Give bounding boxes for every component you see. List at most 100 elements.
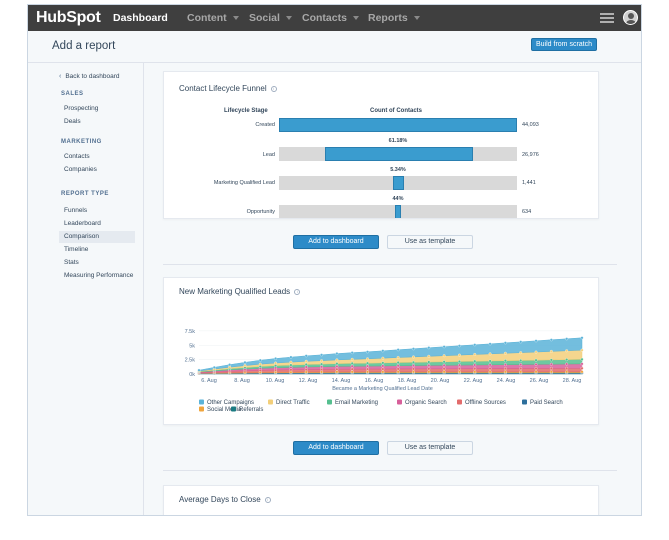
data-point bbox=[335, 358, 339, 362]
data-point bbox=[442, 345, 446, 349]
data-point bbox=[304, 365, 308, 369]
data-point bbox=[289, 363, 293, 367]
data-point bbox=[519, 359, 523, 362]
data-point bbox=[565, 349, 569, 353]
sidebar-item-contacts[interactable]: Contacts bbox=[64, 153, 90, 160]
sidebar-item-deals[interactable]: Deals bbox=[64, 118, 81, 125]
data-point bbox=[565, 370, 569, 374]
x-tick-label: 22. Aug bbox=[464, 378, 483, 384]
info-icon[interactable]: i bbox=[294, 289, 301, 295]
sidebar-item-stats[interactable]: Stats bbox=[64, 259, 79, 266]
y-tick-label: 2.5k bbox=[185, 358, 196, 364]
data-point bbox=[457, 360, 461, 363]
data-point bbox=[534, 366, 538, 370]
funnel-card: Contact Lifecycle Funnel i Lifecycle Stag… bbox=[163, 71, 599, 219]
nav-social[interactable]: Social bbox=[249, 12, 292, 24]
data-point bbox=[442, 354, 446, 358]
data-point bbox=[304, 363, 308, 366]
data-point bbox=[442, 363, 446, 367]
back-link-label: Back to dashboard bbox=[65, 73, 120, 80]
data-point bbox=[289, 355, 293, 359]
data-point bbox=[549, 358, 553, 362]
hubspot-logo[interactable]: HubSpot bbox=[36, 9, 101, 26]
nav-social-label: Social bbox=[249, 12, 280, 24]
sidebar-heading-sales: SALES bbox=[61, 91, 84, 97]
data-point bbox=[243, 364, 247, 368]
data-point bbox=[457, 353, 461, 357]
add-to-dashboard-button[interactable]: Add to dashboard bbox=[293, 441, 379, 455]
data-point bbox=[519, 340, 523, 344]
data-point bbox=[320, 365, 324, 369]
sidebar-heading-marketing: MARKETING bbox=[61, 139, 102, 145]
data-point bbox=[289, 368, 293, 372]
nav-dashboard-label: Dashboard bbox=[113, 12, 168, 24]
y-tick-label: 5k bbox=[189, 343, 195, 349]
sidebar-item-leaderboard[interactable]: Leaderboard bbox=[64, 220, 101, 227]
info-icon[interactable]: i bbox=[264, 497, 271, 503]
data-point bbox=[274, 364, 278, 368]
data-point bbox=[457, 367, 461, 371]
data-point bbox=[381, 361, 385, 365]
column-header-count: Count of Contacts bbox=[370, 108, 422, 114]
data-point bbox=[427, 346, 431, 350]
use-as-template-button[interactable]: Use as template bbox=[387, 235, 473, 249]
sidebar-item-timeline[interactable]: Timeline bbox=[64, 246, 89, 253]
funnel-stage-label: Opportunity bbox=[246, 209, 275, 215]
data-point bbox=[534, 358, 538, 362]
legend-swatch bbox=[231, 406, 236, 412]
chevron-down-icon bbox=[413, 16, 420, 20]
data-point bbox=[580, 336, 584, 340]
data-point bbox=[304, 359, 308, 363]
nav-contacts[interactable]: Contacts bbox=[302, 12, 359, 24]
data-point bbox=[320, 370, 324, 374]
data-point bbox=[366, 370, 369, 374]
main-content: Contact Lifecycle Funnel i Lifecycle Stag… bbox=[145, 63, 641, 515]
x-tick-label: 26. Aug bbox=[530, 378, 549, 384]
data-point bbox=[534, 350, 538, 354]
data-point bbox=[304, 354, 308, 358]
add-to-dashboard-button[interactable]: Add to dashboard bbox=[293, 235, 379, 249]
data-point bbox=[427, 363, 431, 367]
legend-label: Offline Sources bbox=[465, 400, 506, 406]
x-tick-label: 8. Aug bbox=[234, 378, 250, 384]
data-point bbox=[350, 361, 354, 365]
data-point bbox=[335, 364, 339, 368]
data-point bbox=[335, 367, 339, 371]
data-point bbox=[519, 367, 523, 370]
sidebar-item-companies[interactable]: Companies bbox=[64, 166, 97, 173]
legend-label: Referrals bbox=[239, 407, 263, 413]
data-point bbox=[366, 364, 369, 368]
data-point bbox=[228, 365, 232, 369]
chevron-down-icon bbox=[232, 16, 239, 20]
sidebar-item-funnels[interactable]: Funnels bbox=[64, 207, 88, 214]
funnel-count: 44,093 bbox=[522, 122, 539, 128]
sidebar-item-prospecting[interactable]: Prospecting bbox=[64, 105, 99, 112]
legend-label: Paid Search bbox=[530, 400, 563, 406]
chevron-down-icon bbox=[352, 16, 359, 20]
data-point bbox=[396, 361, 400, 365]
build-from-scratch-button[interactable]: Build from scratch bbox=[531, 38, 597, 51]
data-point bbox=[274, 361, 278, 365]
sidebar-item-measuring-performance[interactable]: Measuring Performance bbox=[64, 272, 134, 279]
info-icon[interactable]: i bbox=[270, 86, 277, 92]
hamburger-menu-icon[interactable] bbox=[600, 13, 614, 23]
use-as-template-button[interactable]: Use as template bbox=[387, 441, 473, 455]
avatar[interactable] bbox=[623, 10, 638, 25]
back-to-dashboard-link[interactable]: ‹ Back to dashboard bbox=[59, 73, 120, 80]
data-point bbox=[503, 341, 507, 345]
data-point bbox=[289, 360, 293, 364]
sidebar-item-comparison[interactable]: Comparison bbox=[59, 231, 135, 243]
legend-swatch bbox=[327, 399, 332, 405]
nav-dashboard[interactable]: Dashboard bbox=[113, 12, 168, 24]
nav-reports[interactable]: Reports bbox=[368, 12, 420, 24]
data-point bbox=[381, 364, 385, 368]
data-point bbox=[457, 344, 461, 348]
x-tick-label: 14. Aug bbox=[332, 378, 351, 384]
data-point bbox=[274, 357, 278, 360]
app-window: HubSpot Dashboard Content Social Contact… bbox=[27, 4, 642, 516]
data-point bbox=[488, 367, 492, 371]
data-point bbox=[473, 370, 477, 374]
nav-content[interactable]: Content bbox=[187, 12, 239, 24]
data-point bbox=[412, 370, 415, 374]
x-tick-label: 10. Aug bbox=[266, 378, 285, 384]
